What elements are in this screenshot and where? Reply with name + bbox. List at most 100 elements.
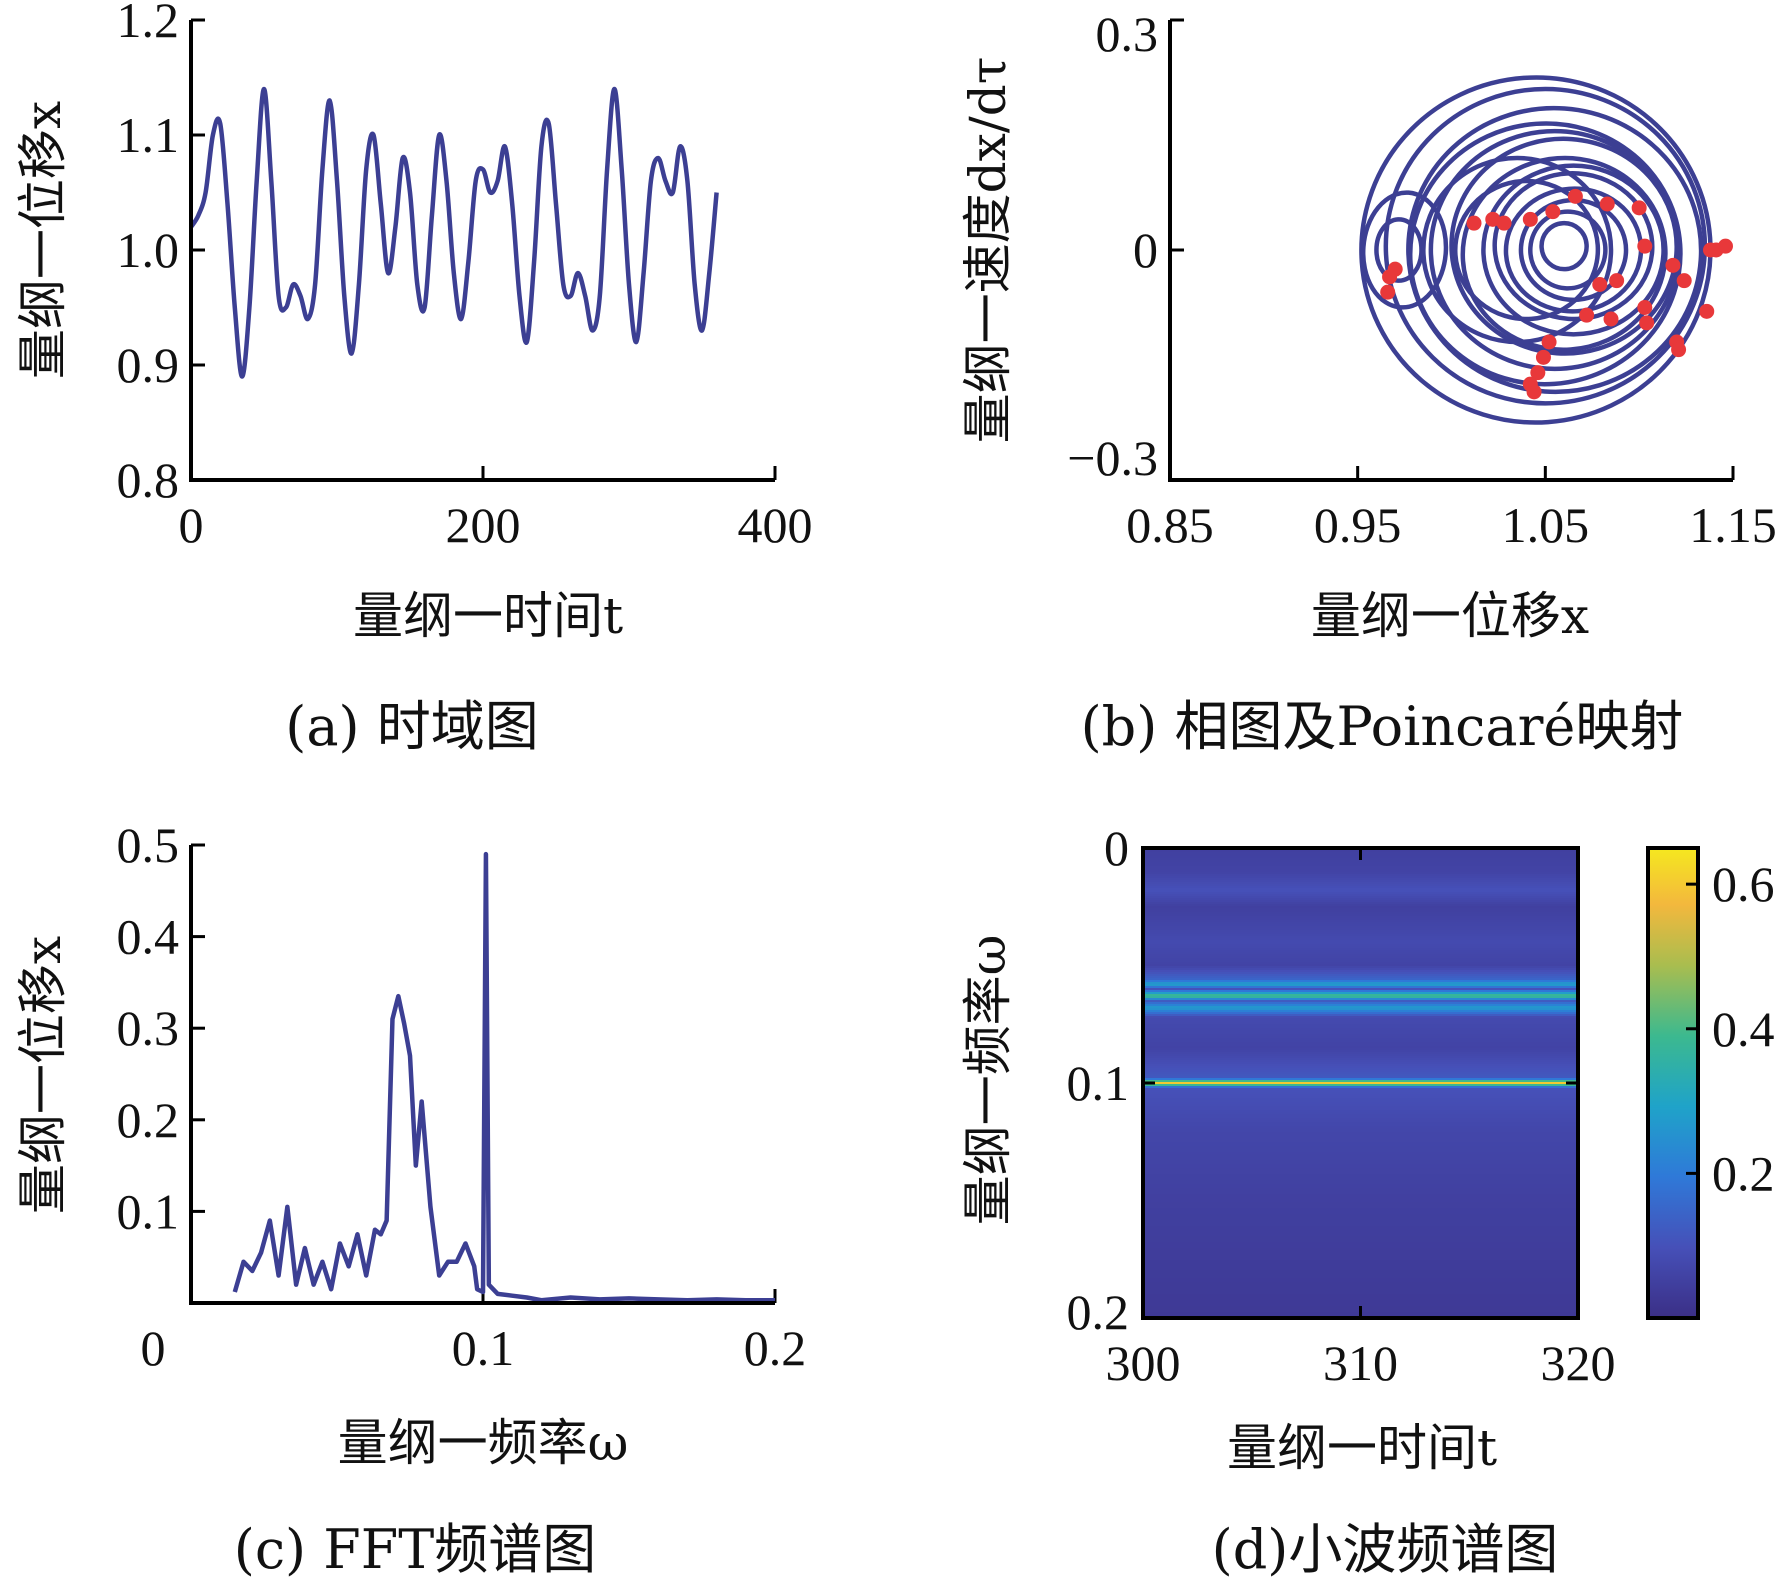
heatmap-row	[1143, 952, 1578, 955]
heatmap-row	[1143, 1210, 1578, 1213]
heatmap-row	[1143, 1160, 1578, 1163]
phase-trajectory-loop	[1449, 136, 1679, 356]
panel-b-xtick-label: 0.95	[1314, 497, 1402, 553]
heatmap-row	[1143, 1094, 1578, 1097]
poincare-point	[1522, 211, 1538, 227]
heatmap-row	[1143, 1030, 1578, 1033]
heatmap-row	[1143, 920, 1578, 923]
heatmap-row	[1143, 894, 1578, 897]
heatmap-row	[1143, 912, 1578, 915]
poincare-point	[1535, 349, 1551, 365]
heatmap-row	[1143, 1176, 1578, 1179]
heatmap-row	[1143, 1132, 1578, 1135]
panel-a-ytick-label: 0.9	[117, 337, 180, 393]
heatmap-row	[1143, 1144, 1578, 1147]
heatmap-row	[1143, 1100, 1578, 1103]
heatmap-row	[1143, 1054, 1578, 1057]
heatmap-row	[1143, 1236, 1578, 1239]
heatmap-row	[1143, 1270, 1578, 1273]
poincare-point	[1637, 238, 1653, 254]
heatmap-row	[1143, 1002, 1578, 1005]
heatmap-row	[1143, 1028, 1578, 1031]
heatmap-row	[1143, 876, 1578, 879]
heatmap-row	[1143, 914, 1578, 917]
heatmap-row	[1143, 1244, 1578, 1247]
heatmap-row	[1143, 1182, 1578, 1185]
panel-a-ytick-label: 1.2	[117, 0, 180, 48]
panel-c-xtick-label: 0.2	[744, 1320, 807, 1376]
heatmap-row	[1143, 1194, 1578, 1197]
poincare-point	[1599, 196, 1615, 212]
poincare-point	[1541, 334, 1557, 350]
panel-b: 0.85 0.95 1.05 1.15 −0.3 0 0.3 量纲一速度dx/dτ 量纲一位…	[959, 6, 1777, 758]
heatmap-row	[1143, 1302, 1578, 1305]
heatmap-row	[1143, 982, 1578, 985]
heatmap-row	[1143, 972, 1578, 975]
poincare-point	[1717, 238, 1733, 254]
heatmap-row	[1143, 1000, 1578, 1003]
heatmap-row	[1143, 1162, 1578, 1165]
panel-d-xtick-label: 310	[1323, 1335, 1398, 1391]
heatmap-row	[1143, 1172, 1578, 1175]
heatmap-row	[1143, 1190, 1578, 1193]
panel-a-caption: (a) 时域图	[285, 695, 539, 758]
phase-trajectory-loop	[1528, 209, 1608, 291]
heatmap-row	[1143, 1016, 1578, 1019]
heatmap-row	[1143, 1272, 1578, 1275]
panel-b-ytick-label: −0.3	[1067, 430, 1158, 486]
heatmap-row	[1143, 1216, 1578, 1219]
phase-trajectory-loop	[1539, 220, 1589, 272]
heatmap-row	[1143, 1066, 1578, 1069]
panel-b-marks	[1359, 75, 1733, 425]
heatmap-row	[1143, 1026, 1578, 1029]
phase-trajectory-loop	[1421, 155, 1614, 345]
heatmap-row	[1143, 1068, 1578, 1071]
panel-b-xtick-label: 1.05	[1502, 497, 1590, 553]
heatmap-row	[1143, 1058, 1578, 1061]
heatmap-row	[1143, 1052, 1578, 1055]
heatmap-row	[1143, 926, 1578, 929]
heatmap-row	[1143, 1280, 1578, 1283]
heatmap-row	[1143, 1246, 1578, 1249]
colorbar	[1646, 846, 1700, 1320]
heatmap-row	[1143, 1228, 1578, 1231]
panel-d-marks	[1143, 848, 1578, 1319]
poincare-point	[1676, 273, 1692, 289]
panel-b-xtick-label: 0.85	[1126, 497, 1214, 553]
panel-d-ylabel: 量纲一频率ω	[959, 935, 1017, 1226]
panel-c-xtick-label: 0	[141, 1320, 166, 1376]
panel-d-caption: (d)小波频谱图	[1212, 1518, 1559, 1581]
heatmap-row	[1143, 1012, 1578, 1015]
heatmap-row	[1143, 988, 1578, 991]
poincare-point	[1665, 257, 1681, 273]
heatmap-row	[1143, 1148, 1578, 1151]
heatmap-row	[1143, 958, 1578, 961]
heatmap-row	[1143, 992, 1578, 995]
heatmap-row	[1143, 1060, 1578, 1063]
heatmap-row	[1143, 1130, 1578, 1133]
phase-trajectory-loop	[1406, 105, 1704, 395]
heatmap-row	[1143, 902, 1578, 905]
panel-c-xlabel: 量纲一频率ω	[338, 1414, 629, 1472]
heatmap-row	[1143, 1070, 1578, 1073]
heatmap-row	[1143, 1164, 1578, 1167]
panel-d: 300 310 320 0 0.1 0.2 0.2 0.4 0.6 量纲一频率ω 量纲一时间t…	[959, 820, 1775, 1581]
heatmap-row	[1143, 1170, 1578, 1173]
heatmap-row	[1143, 1078, 1578, 1081]
heatmap-row	[1143, 1166, 1578, 1169]
heatmap-row	[1143, 878, 1578, 881]
heatmap-row	[1143, 896, 1578, 899]
heatmap-row	[1143, 924, 1578, 927]
panel-b-ylabel: 量纲一速度dx/dτ	[959, 57, 1017, 444]
poincare-point	[1699, 303, 1715, 319]
heatmap-row	[1143, 956, 1578, 959]
panel-b-xtick-label: 1.15	[1689, 497, 1777, 553]
heatmap-row	[1143, 1124, 1578, 1127]
heatmap-row	[1143, 1168, 1578, 1171]
panel-d-ytick-label: 0.1	[1067, 1055, 1130, 1111]
heatmap-row	[1143, 998, 1578, 1001]
heatmap-row	[1143, 1034, 1578, 1037]
heatmap-row	[1143, 1046, 1578, 1049]
panel-b-xlabel: 量纲一位移x	[1311, 587, 1589, 645]
heatmap-row	[1143, 1264, 1578, 1267]
